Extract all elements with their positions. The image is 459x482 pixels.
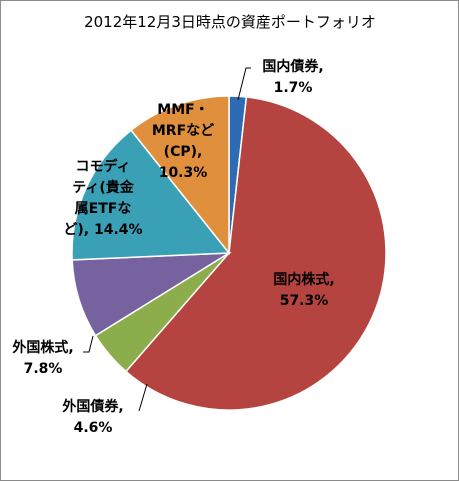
slice-label-line: ど), 14.4%	[63, 222, 142, 238]
slice-label-line: 1.7%	[274, 80, 313, 96]
slice-label-line: 外国株式,	[12, 339, 73, 356]
slice-label-4: 外国株式, 7.8%	[12, 339, 73, 377]
slice-label-1: 国内債券, 1.7%	[262, 58, 323, 96]
slice-label-line: 属ETFな	[75, 201, 132, 217]
slice-label-line: 外国債券,	[62, 398, 123, 415]
slice-label-line: 57.3%	[280, 293, 329, 309]
leader-line-3	[138, 383, 148, 412]
slice-label-2: 国内株式, 57.3%	[273, 271, 334, 309]
pie-slice-6	[130, 95, 230, 256]
slice-label-line: MMF・	[157, 102, 208, 118]
slice-label-line: 国内債券,	[262, 58, 323, 75]
slice-label-line: 国内株式,	[273, 271, 334, 288]
pie-slice-5	[71, 129, 231, 261]
pie-slices	[71, 95, 387, 411]
pie-slice-2	[124, 96, 387, 411]
slice-label-line: 7.8%	[24, 361, 63, 377]
leader-lines	[83, 67, 251, 412]
slice-label-line: 10.3%	[159, 165, 208, 181]
leader-line-4	[83, 335, 94, 353]
leader-line-1	[237, 67, 251, 101]
slice-label-6: MMF・ MRFなど (CP), 10.3%	[152, 102, 214, 181]
slice-label-3: 外国債券, 4.6%	[62, 398, 123, 436]
slice-label-5: コモディティ(貴金属ETFなど), 14.4%	[63, 158, 142, 238]
slice-label-line: 4.6%	[74, 420, 113, 436]
slice-label-line: MRFなど	[152, 123, 214, 139]
slice-label-line: ティ(貴金	[72, 179, 135, 196]
slice-labels: 国内債券, 1.7% 国内株式, 57.3% 外国債券, 4.6% 外国株式, 7.8% コモデ…	[12, 58, 334, 436]
slice-label-line: コモディ	[75, 158, 130, 175]
slice-label-line: (CP),	[164, 144, 203, 160]
chart-title: 2012年12月3日時点の資産ポートフォリオ	[84, 13, 376, 31]
